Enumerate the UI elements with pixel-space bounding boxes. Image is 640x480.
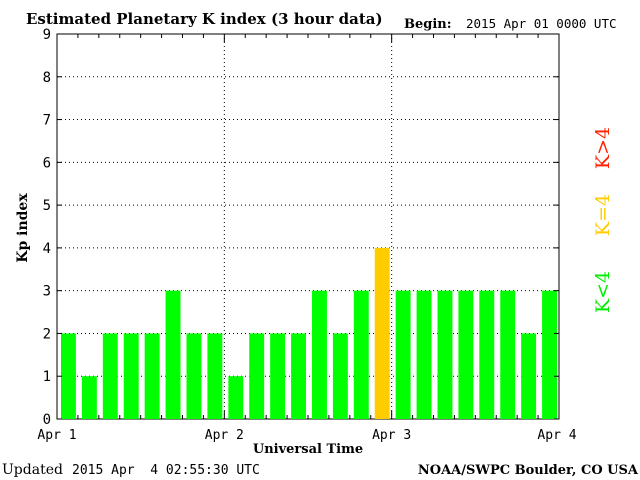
y-tick-label: 6	[43, 155, 51, 171]
kp-bar	[416, 290, 432, 419]
x-tick-label: Apr 3	[372, 428, 411, 443]
legend-k-equal-4: K=4	[592, 194, 614, 236]
y-axis-label: Kp index	[15, 193, 31, 263]
kp-bar	[144, 333, 160, 419]
x-tick-label: Apr 2	[205, 428, 244, 443]
updated-label: Updated	[2, 462, 63, 478]
kp-bar	[479, 290, 495, 419]
kp-bar	[228, 376, 244, 419]
x-axis-ticks: Apr 1 Apr 2 Apr 3 Apr 4	[37, 34, 577, 443]
kp-bar	[165, 290, 181, 419]
kp-bar	[542, 290, 557, 419]
y-tick-label: 4	[43, 241, 51, 257]
kp-bar	[312, 290, 327, 419]
legend-k-less-4: K<4	[592, 271, 614, 313]
y-tick-label: 3	[43, 284, 51, 300]
y-tick-label: 5	[43, 198, 51, 214]
credit-text: NOAA/SWPC Boulder, CO USA	[418, 463, 639, 478]
kp-bar	[500, 290, 516, 419]
kp-bar	[395, 290, 411, 419]
begin-label: Begin:	[404, 17, 452, 32]
chart-title: Estimated Planetary K index (3 hour data…	[26, 10, 383, 28]
y-tick-label: 1	[43, 369, 51, 385]
grid-lines	[57, 33, 559, 419]
kp-bar	[186, 333, 202, 419]
kp-bar	[521, 333, 537, 419]
kp-bar	[207, 333, 223, 419]
updated-value: 2015 Apr 4 02:55:30 UTC	[72, 463, 260, 478]
kp-bar	[437, 290, 453, 419]
kp-bar	[458, 290, 474, 419]
y-tick-label: 2	[43, 326, 51, 342]
legend-k-greater-4: K>4	[592, 127, 614, 169]
kp-bar	[102, 333, 118, 419]
kp-bar	[270, 333, 286, 419]
y-tick-label: 8	[43, 70, 51, 86]
begin-value: 2015 Apr 01 0000 UTC	[466, 16, 617, 31]
bars	[61, 247, 557, 419]
kp-bar	[249, 333, 265, 419]
kp-bar	[291, 333, 306, 419]
kp-bar	[81, 376, 97, 419]
kp-bar	[61, 333, 76, 419]
plot-area: 0 1 2 3 4 5 6 7 8 9 Apr 1 Apr 2 Apr 3 Apr 4	[37, 27, 576, 443]
y-axis-ticks: 0 1 2 3 4 5 6 7 8 9	[43, 27, 559, 428]
kp-bar	[123, 333, 139, 419]
kp-bar	[332, 333, 348, 419]
x-tick-label: Apr 4	[537, 428, 576, 443]
y-tick-label: 9	[43, 27, 51, 43]
kp-bar	[353, 290, 369, 419]
y-tick-label: 0	[43, 412, 51, 428]
kp-bar	[374, 247, 390, 419]
x-tick-label: Apr 1	[37, 428, 76, 443]
y-tick-label: 7	[43, 113, 51, 129]
legend: K<4 K=4 K>4	[592, 127, 614, 313]
x-axis-label: Universal Time	[253, 442, 363, 457]
